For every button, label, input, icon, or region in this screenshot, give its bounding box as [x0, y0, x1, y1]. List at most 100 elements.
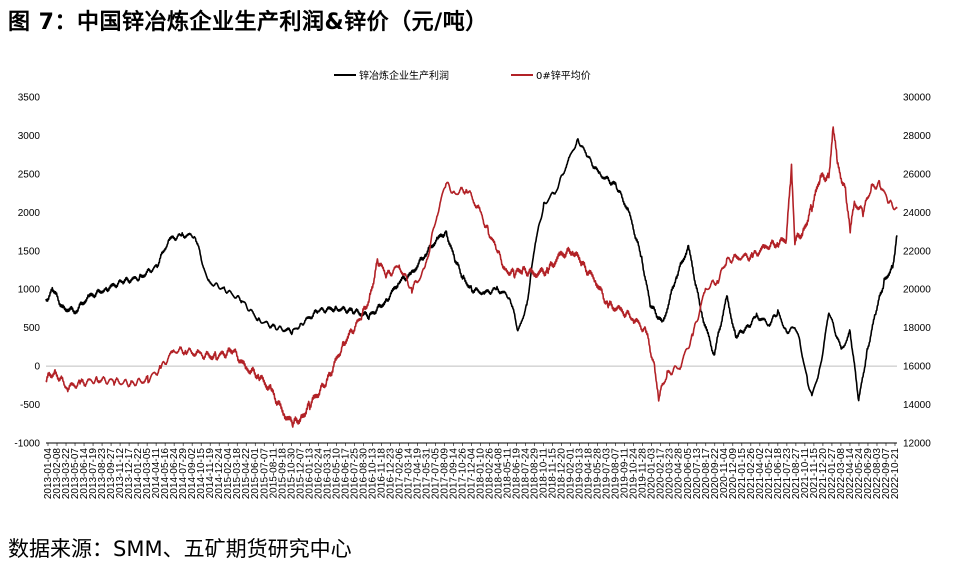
y-left-tick-label: 0	[34, 362, 40, 373]
profit-series-line	[45, 138, 898, 402]
y-left-tick-label: 3000	[18, 131, 41, 142]
x-tick-label: 2014-11-19	[205, 448, 216, 499]
x-tick-label: 2019-05-28	[593, 448, 604, 500]
x-tick-label: 2018-07-24	[521, 448, 532, 500]
x-tick-label: 2020-12-09	[728, 448, 739, 500]
x-tick-label: 2021-08-27	[791, 448, 802, 500]
x-tick-label: 2015-08-11	[268, 448, 279, 499]
x-tick-label: 2018-10-11	[539, 448, 550, 499]
x-tick-label: 2016-12-23	[385, 448, 396, 500]
x-tick-label: 2014-06-24	[169, 448, 180, 500]
x-tick-label: 2018-06-19	[512, 448, 523, 500]
x-tick-label: 2020-04-28	[674, 448, 685, 500]
x-tick-label: 2017-07-05	[430, 448, 441, 500]
y-right-tick-label: 14000	[903, 400, 931, 411]
y-right-tick-label: 12000	[903, 439, 931, 450]
x-tick-label: 2018-01-10	[476, 448, 487, 500]
x-tick-label: 2020-06-05	[683, 448, 694, 500]
x-tick-label: 2013-03-22	[61, 448, 72, 500]
x-tick-label: 2022-10-21	[890, 448, 901, 500]
y-right-tick-label: 20000	[903, 285, 931, 296]
y-left-tick-label: 2500	[18, 169, 41, 180]
x-tick-label: 2014-03-05	[142, 448, 153, 500]
x-tick-label: 2022-06-29	[863, 448, 874, 500]
x-tick-label: 2014-12-24	[214, 448, 225, 500]
x-tick-label: 2015-03-18	[232, 448, 243, 500]
y-right-tick-label: 30000	[903, 93, 931, 104]
x-tick-label: 2018-04-08	[494, 448, 505, 500]
source-note: 数据来源：SMM、五矿期货研究中心	[8, 537, 352, 561]
y-right-tick-label: 28000	[903, 131, 931, 142]
x-tick-label: 2017-10-26	[457, 448, 468, 500]
x-tick-label: 2020-09-22	[710, 448, 721, 500]
x-tick-label: 2019-02-01	[566, 448, 577, 500]
x-tick-label: 2013-05-07	[70, 448, 81, 500]
x-tick-label: 2014-10-15	[196, 448, 207, 500]
x-tick-label: 2021-10-11	[800, 448, 811, 499]
x-tick-label: 2021-11-15	[809, 448, 820, 499]
x-tick-label: 2016-01-13	[304, 448, 315, 500]
x-tick-label: 2017-04-19	[412, 448, 423, 500]
y-left-tick-label: 1500	[18, 246, 41, 257]
x-tick-label: 2016-05-10	[331, 448, 342, 500]
x-tick-label: 2019-11-28	[638, 448, 649, 499]
x-tick-label: 2019-07-03	[602, 448, 613, 500]
x-tick-label: 2017-12-04	[467, 448, 478, 500]
x-tick-label: 2017-08-09	[439, 448, 450, 500]
x-tick-label: 2020-02-17	[656, 448, 667, 500]
y-right-tick-label: 22000	[903, 246, 931, 257]
x-tick-label: 2020-08-17	[701, 448, 712, 500]
chart-title: 图 7：中国锌冶炼企业生产利润&锌价（元/吨）	[8, 10, 488, 35]
x-tick-label: 2021-04-02	[755, 448, 766, 500]
x-tick-label: 2016-06-17	[340, 448, 351, 500]
y-left-tick-label: 3500	[18, 93, 41, 104]
y-right-tick-label: 16000	[903, 362, 931, 373]
x-tick-label: 2015-09-18	[277, 448, 288, 500]
x-tick-label: 2015-04-22	[241, 448, 252, 500]
x-tick-label: 2019-04-18	[584, 448, 595, 500]
x-tick-label: 2018-11-15	[548, 448, 559, 499]
x-tick-label: 2021-01-15	[737, 448, 748, 500]
x-tick-label: 2016-02-24	[313, 448, 324, 500]
x-tick-label: 2021-12-20	[818, 448, 829, 500]
x-tick-label: 2013-06-14	[79, 448, 90, 500]
x-tick-label: 2013-09-27	[106, 448, 117, 500]
x-tick-label: 2015-12-07	[295, 448, 306, 500]
y-right-tick-label: 24000	[903, 208, 931, 219]
x-tick-label: 2019-09-11	[620, 448, 631, 499]
y-left-tick-label: -500	[20, 400, 40, 411]
x-tick-label: 2016-10-13	[367, 448, 378, 500]
legend-label-profit: 锌冶炼企业生产利润	[359, 69, 449, 82]
y-left-tick-label: 2000	[18, 208, 41, 219]
x-tick-label: 2017-03-14	[403, 448, 414, 500]
y-left-tick-label: 1000	[18, 285, 41, 296]
x-tick-label: 2013-11-12	[115, 448, 126, 499]
x-tick-label: 2022-05-24	[854, 448, 865, 500]
x-tick-label: 2014-01-22	[133, 448, 144, 500]
x-tick-label: 2014-04-11	[151, 448, 162, 499]
x-tick-label: 2019-10-24	[629, 448, 640, 500]
x-tick-label: 2018-02-26	[485, 448, 496, 500]
x-tick-label: 2014-09-02	[187, 448, 198, 500]
x-tick-label: 2013-02-08	[52, 448, 63, 500]
x-tick-label: 2018-12-20	[557, 448, 568, 500]
x-tick-label: 2015-06-01	[250, 448, 261, 500]
x-tick-label: 2017-09-14	[448, 448, 459, 500]
x-tick-label: 2021-02-26	[746, 448, 757, 500]
x-tick-label: 2013-12-17	[124, 448, 135, 500]
x-tick-label: 2014-05-16	[160, 448, 171, 500]
x-tick-label: 2017-02-06	[394, 448, 405, 500]
x-tick-label: 2015-02-04	[223, 448, 234, 500]
x-tick-label: 2013-07-19	[88, 448, 99, 500]
x-tick-label: 2016-11-18	[376, 448, 387, 499]
x-tick-label: 2021-05-12	[764, 448, 775, 500]
x-tick-label: 2016-08-30	[358, 448, 369, 500]
x-tick-label: 2019-08-07	[611, 448, 622, 500]
x-tick-label: 2022-08-03	[872, 448, 883, 500]
y-right-tick-label: 26000	[903, 169, 931, 180]
x-tick-label: 2022-04-14	[845, 448, 856, 500]
y-left-tick-label: 500	[23, 323, 40, 334]
x-tick-label: 2013-08-23	[97, 448, 108, 500]
legend-label-price: 0#锌平均价	[536, 69, 591, 82]
x-tick-label: 2016-03-31	[322, 448, 333, 500]
